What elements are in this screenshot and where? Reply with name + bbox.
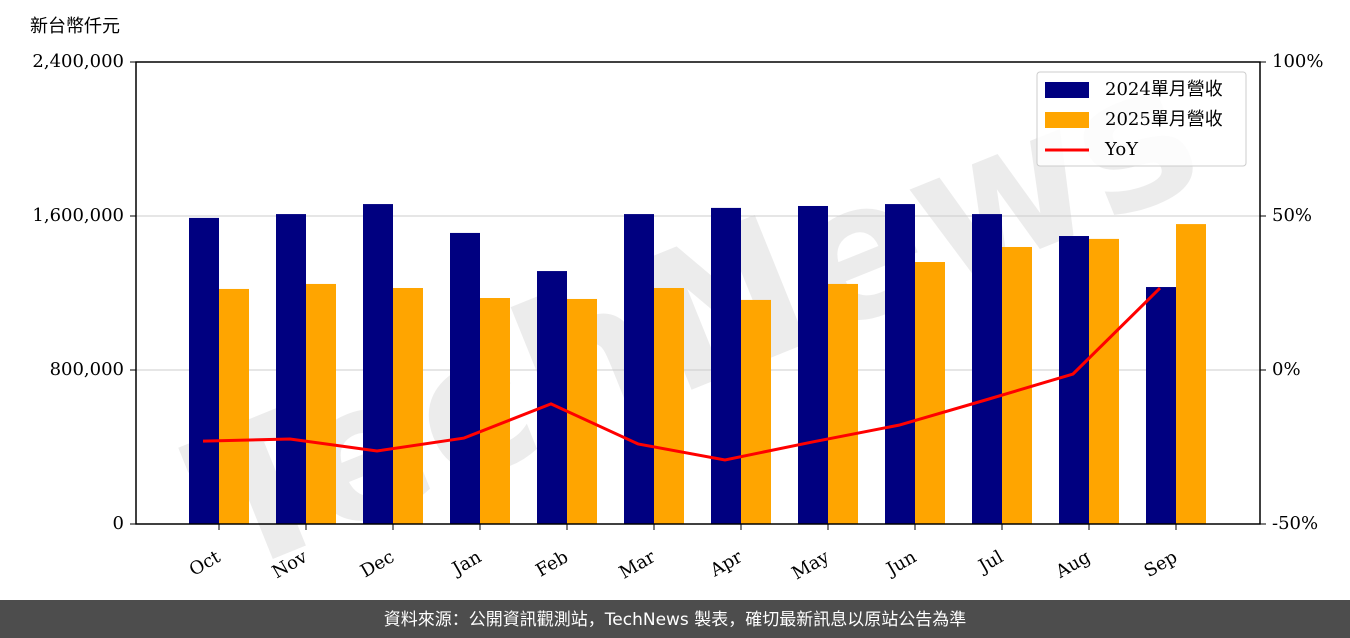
legend-label: 2025單月營收 bbox=[1105, 109, 1223, 130]
bar bbox=[363, 204, 393, 524]
y-tick-label: 800,000 bbox=[50, 359, 124, 380]
x-tick-label: Jul bbox=[973, 546, 1007, 578]
bar bbox=[306, 283, 336, 524]
bar bbox=[1089, 238, 1119, 524]
bar bbox=[828, 283, 858, 524]
bar bbox=[1059, 236, 1089, 524]
x-tick-label: Aug bbox=[1051, 546, 1094, 583]
x-tick-label: Jan bbox=[447, 546, 485, 580]
legend-swatch bbox=[1045, 82, 1089, 98]
plot-frame bbox=[135, 61, 1261, 525]
legend-swatch bbox=[1045, 112, 1089, 128]
bar bbox=[480, 298, 510, 524]
x-tick-label: Jun bbox=[881, 546, 920, 581]
bar bbox=[972, 214, 1002, 524]
x-tick-label: Sep bbox=[1141, 546, 1181, 581]
y-tick-label: 1,600,000 bbox=[32, 205, 124, 226]
bar bbox=[219, 288, 249, 524]
legend-label: 2024單月營收 bbox=[1105, 79, 1223, 100]
bar bbox=[276, 214, 306, 524]
bar bbox=[1146, 287, 1176, 524]
bar bbox=[885, 204, 915, 524]
x-tick-label: Mar bbox=[616, 546, 660, 583]
legend-box bbox=[1036, 71, 1247, 167]
bar bbox=[915, 262, 945, 524]
y-axis-label: 新台幣仟元 bbox=[30, 16, 120, 37]
bar bbox=[798, 205, 828, 525]
bar bbox=[1176, 224, 1206, 524]
bar bbox=[537, 271, 567, 524]
bar bbox=[654, 287, 684, 524]
legend-label: YoY bbox=[1104, 139, 1139, 160]
bar bbox=[567, 298, 597, 524]
y2-tick-label: 0% bbox=[1272, 359, 1301, 380]
legend: 2024單月營收 2025單月營收 YoY bbox=[1036, 71, 1247, 167]
x-tick-label: Apr bbox=[706, 546, 746, 581]
x-tick-label: Feb bbox=[532, 546, 572, 581]
bar bbox=[189, 217, 219, 525]
bar bbox=[711, 207, 741, 525]
y-tick-label: 0 bbox=[113, 513, 124, 534]
bar bbox=[624, 214, 654, 524]
y2-tick-label: 50% bbox=[1272, 205, 1312, 226]
line bbox=[202, 287, 1162, 462]
y-tick-label: 2,400,000 bbox=[32, 51, 124, 72]
x-tick-label: May bbox=[788, 546, 833, 584]
bar bbox=[450, 232, 480, 524]
bar bbox=[393, 287, 423, 524]
y2-tick-label: -50% bbox=[1272, 513, 1318, 534]
footer-bar bbox=[0, 600, 1350, 638]
footer: 資料來源：公開資訊觀測站，TechNews 製表，確切最新訊息以原站公告為準 bbox=[384, 610, 966, 630]
bar bbox=[1002, 246, 1032, 524]
bar bbox=[741, 299, 771, 524]
y2-tick-label: 100% bbox=[1272, 51, 1323, 72]
